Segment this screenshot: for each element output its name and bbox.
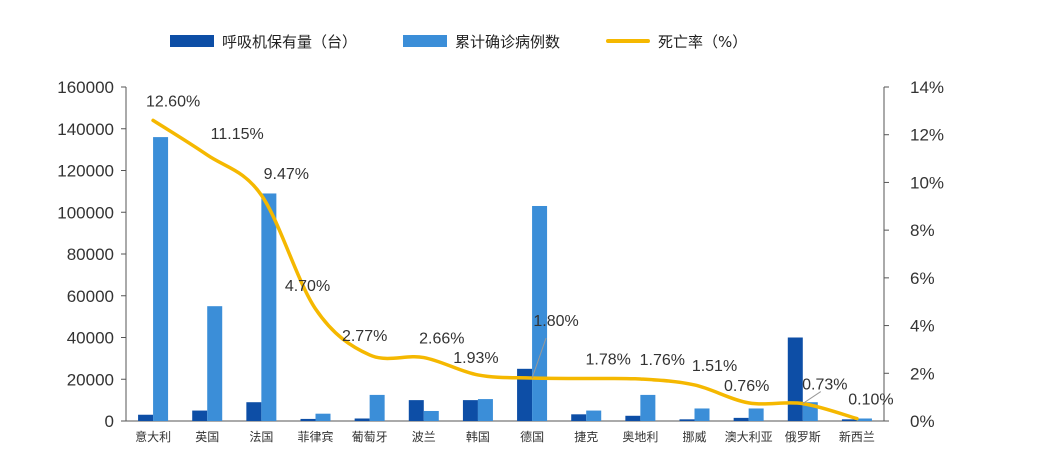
- legend-label-ventilators: 呼吸机保有量（台）: [222, 32, 358, 51]
- death-rate-data-label: 1.80%: [533, 313, 578, 330]
- bar-ventilators: [138, 414, 154, 421]
- data-label-leader: [531, 337, 547, 379]
- bar-ventilators: [841, 419, 857, 421]
- chart-legend: 呼吸机保有量（台） 累计确诊病例数 死亡率（%）: [170, 30, 793, 52]
- bar-ventilators: [408, 400, 424, 421]
- y-right-tick-label: 6%: [910, 269, 935, 288]
- legend-item-death-rate: 死亡率（%）: [606, 31, 747, 52]
- bar-ventilators: [625, 415, 641, 421]
- legend-item-ventilators: 呼吸机保有量（台）: [170, 31, 357, 52]
- legend-swatch-ventilators: [170, 35, 214, 47]
- x-tick-label: 葡萄牙: [352, 430, 388, 444]
- legend-swatch-confirmed-cases: [403, 35, 448, 47]
- y-right-tick-label: 10%: [910, 173, 944, 192]
- y-left-tick-label: 80000: [67, 245, 114, 264]
- death-rate-data-label: 11.15%: [211, 126, 264, 143]
- y-right-tick-label: 14%: [910, 78, 944, 97]
- death-rate-data-label: 4.70%: [285, 278, 330, 295]
- death-rate-data-label: 2.77%: [342, 328, 387, 345]
- y-left-tick-label: 160000: [57, 78, 114, 97]
- death-rate-data-label: 12.60%: [146, 93, 200, 110]
- x-tick-label: 奥地利: [622, 430, 658, 444]
- y-left-tick-label: 0: [105, 412, 114, 431]
- y-left-tick-label: 40000: [67, 329, 114, 348]
- y-right-tick-label: 8%: [910, 221, 935, 240]
- bar-ventilators: [192, 410, 208, 421]
- bar-confirmed-cases: [153, 137, 169, 421]
- legend-swatch-death-rate: [606, 39, 651, 43]
- bar-ventilators: [300, 418, 316, 421]
- legend-label-confirmed-cases: 累计确诊病例数: [455, 32, 561, 51]
- death-rate-data-label: 9.47%: [264, 166, 309, 183]
- legend-label-death-rate: 死亡率（%）: [658, 32, 748, 51]
- death-rate-data-label: 1.51%: [692, 358, 737, 375]
- death-rate-data-label: 0.73%: [802, 377, 847, 394]
- x-tick-label: 波兰: [412, 430, 436, 444]
- x-tick-label: 韩国: [466, 429, 490, 444]
- death-rate-line: [151, 118, 859, 421]
- legend-item-confirmed-cases: 累计确诊病例数: [403, 31, 560, 52]
- bar-ventilators: [517, 368, 533, 421]
- y-right-tick-label: 2%: [910, 364, 935, 383]
- x-tick-label: 法国: [249, 430, 273, 444]
- x-tick-label: 意大利: [135, 429, 171, 444]
- death-rate-data-label: 1.78%: [586, 352, 631, 369]
- bar-ventilators: [679, 419, 695, 421]
- death-rate-data-label: 0.10%: [848, 392, 893, 409]
- x-tick-label: 澳大利亚: [725, 430, 773, 444]
- y-right-tick-label: 12%: [910, 126, 944, 145]
- y-left-tick-label: 140000: [57, 120, 114, 139]
- bar-ventilators: [787, 337, 803, 421]
- x-tick-label: 俄罗斯: [785, 430, 821, 444]
- bar-ventilators: [246, 402, 262, 421]
- bar-ventilators: [354, 418, 370, 421]
- death-rate-data-label: 1.93%: [453, 350, 498, 367]
- y-left-tick-label: 20000: [67, 370, 114, 389]
- x-tick-label: 英国: [195, 430, 219, 444]
- bar-confirmed-cases: [477, 399, 493, 421]
- bar-ventilators: [733, 417, 749, 421]
- y-right-tick-label: 0%: [910, 412, 935, 431]
- death-rate-data-label: 0.76%: [724, 378, 769, 395]
- bar-confirmed-cases: [640, 394, 656, 421]
- y-left-tick-label: 60000: [67, 287, 114, 306]
- bar-ventilators: [571, 414, 587, 421]
- x-tick-label: 菲律宾: [297, 429, 333, 444]
- bar-confirmed-cases: [694, 408, 710, 421]
- x-tick-label: 挪威: [682, 430, 706, 444]
- bar-confirmed-cases: [423, 410, 439, 421]
- death-rate-data-label: 2.66%: [419, 331, 464, 348]
- y-left-tick-label: 120000: [57, 162, 114, 181]
- x-tick-label: 新西兰: [839, 429, 875, 444]
- bar-ventilators: [462, 400, 478, 421]
- x-tick-label: 捷克: [574, 430, 598, 444]
- bar-confirmed-cases: [856, 418, 872, 421]
- bar-confirmed-cases: [315, 413, 331, 421]
- y-right-tick-label: 4%: [910, 317, 935, 336]
- y-left-tick-label: 100000: [57, 203, 114, 222]
- bar-confirmed-cases: [207, 306, 223, 421]
- death-rate-data-label: 1.76%: [640, 352, 685, 369]
- data-label-leader: [802, 391, 822, 405]
- bar-confirmed-cases: [261, 193, 277, 421]
- bar-confirmed-cases: [748, 408, 764, 421]
- x-tick-label: 德国: [520, 429, 544, 444]
- bar-confirmed-cases: [586, 410, 602, 421]
- bar-confirmed-cases: [369, 394, 385, 421]
